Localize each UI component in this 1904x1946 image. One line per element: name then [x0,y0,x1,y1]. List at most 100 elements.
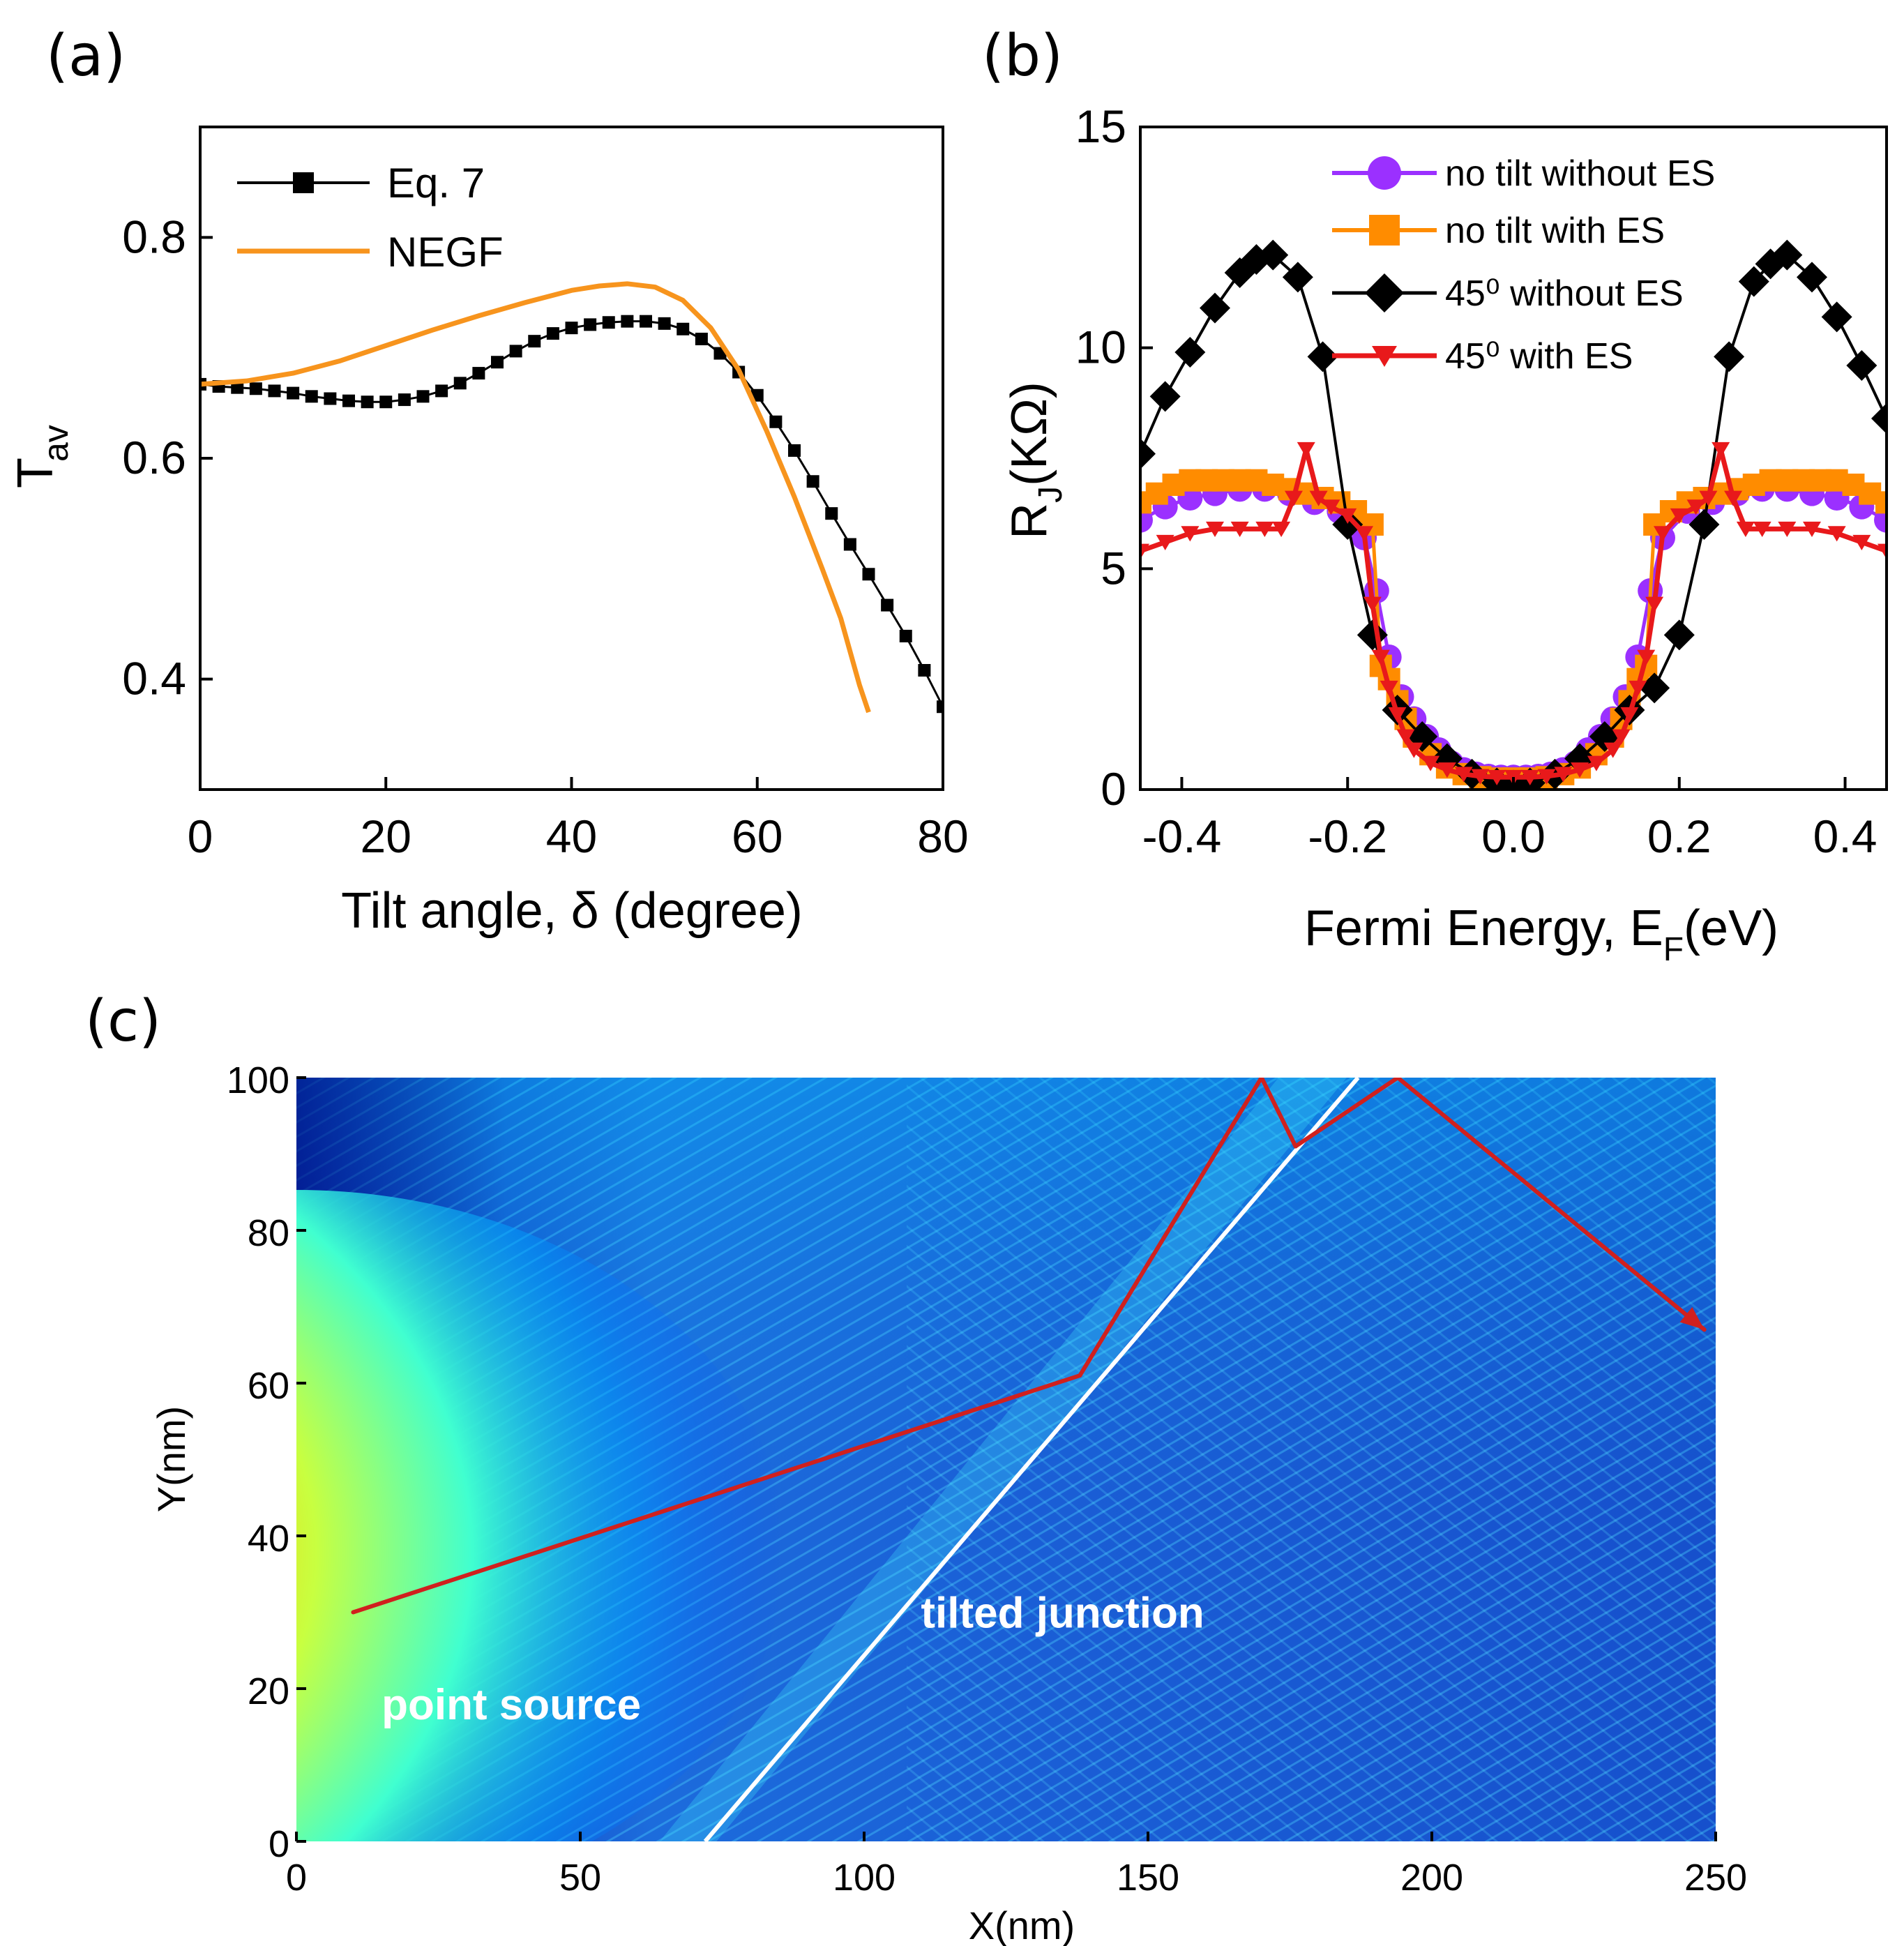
ray-arrowhead [1679,1306,1705,1330]
x-tick-label: 50 [559,1857,601,1899]
panel-b-letter: (b) [982,23,1063,89]
data-point [602,316,615,329]
data-point [1714,341,1745,372]
y-tick-label: 60 [248,1365,289,1407]
data-point [1639,672,1670,704]
data-point [1663,619,1695,651]
data-point [1200,292,1230,324]
data-point [1338,508,1357,525]
data-point [1520,769,1539,785]
data-point [1753,521,1771,538]
panel-a-frame [199,126,944,791]
data-point [1738,266,1769,297]
data-point [1603,742,1622,758]
data-point [1363,596,1382,612]
x-tick-label: 0.2 [1647,810,1712,862]
y-tick-label: 5 [1101,542,1126,594]
data-point [1736,521,1755,538]
panel-a-x-ticks: 0 20 40 60 80 [188,777,969,862]
data-point [1371,649,1390,665]
legend-marker-no-tilt-without-es [1368,156,1401,190]
data-point [1699,490,1718,506]
data-point [1284,490,1303,506]
legend-label-negf: NEGF [387,229,504,276]
data-point [640,315,652,328]
x-tick-label: 60 [732,810,783,862]
data-point [1875,491,1887,514]
panel-c-letter: (c) [85,988,161,1055]
data-point [584,318,597,331]
x-tick-label: 250 [1684,1857,1747,1899]
data-point [1827,526,1846,542]
data-point [1297,442,1315,458]
heatmap-image [296,1078,1716,1841]
legend-label-eq7: Eq. 7 [387,160,485,206]
panel-c-annotations: point source tilted junction [381,1589,1204,1728]
panel-c-y-ticks: 0 20 40 60 80 100 [227,1059,306,1865]
series-line-2 [1140,253,1887,787]
data-point [1388,707,1407,723]
data-point [453,377,467,390]
x-tick-label: 150 [1117,1857,1179,1899]
data-point [937,700,943,714]
data-point [342,394,355,407]
y-tick-label: 0.6 [122,432,186,483]
data-point [491,356,504,369]
data-point [881,598,894,612]
y-tick-label: 0 [269,1823,289,1865]
legend-marker-no-tilt-with-es [1369,215,1400,246]
data-point [268,384,281,398]
panel-c-x-ticks: 0 50 100 150 200 250 [286,1832,1747,1899]
data-point [1877,543,1887,559]
data-point [1688,509,1720,540]
panel-b-y-label-tail: (KΩ) [1002,382,1057,486]
panel-b-y-ticks: 0 5 10 15 [1075,100,1153,815]
x-tick-label: 40 [546,810,597,862]
svg-text:RJ(KΩ): RJ(KΩ) [1002,382,1069,539]
data-point [1140,507,1153,533]
legend-marker-45-without-es [1365,273,1404,312]
data-point [788,444,801,457]
ray-vertex [1078,1373,1082,1378]
ray-path-points [351,1078,1707,1615]
data-point [918,664,931,677]
panel-a-x-label: Tilt angle, δ (degree) [341,883,803,939]
data-point [1797,262,1827,293]
data-point [1637,649,1656,665]
data-point [1821,301,1852,333]
data-point [1149,381,1181,412]
panel-a-y-label: T av [8,425,75,488]
data-point [1405,742,1423,758]
data-point [1620,707,1639,723]
data-point [1874,507,1887,533]
data-point [1587,755,1605,771]
data-point [435,384,448,398]
panel-b-legend: no tilt without ES no tilt with ES 45⁰ w… [1332,153,1715,377]
y-tick-label: 40 [248,1518,289,1560]
y-tick-label: 10 [1075,322,1126,373]
panel-c: (c) point source tilted junction 0 50 100 15… [85,988,1747,1946]
panel-a-y-label-main: T [8,458,63,488]
x-tick-label: -0.4 [1142,810,1222,862]
legend-label-45-with-es: 45⁰ with ES [1445,336,1633,377]
data-point [361,395,374,409]
data-point [1156,534,1174,551]
panel-b: (b) -0.4 -0.2 0.0 0.2 0.4 0 5 10 15 Fermi Energ… [982,23,1888,968]
data-point [1140,438,1156,469]
data-point [528,335,541,348]
data-point [1272,521,1291,538]
data-point [1852,534,1871,551]
data-point [1471,769,1490,785]
data-point [324,392,337,405]
panel-a-y-ticks: 0.4 0.6 0.8 [122,211,213,704]
y-tick-label: 100 [227,1059,289,1101]
data-point [398,393,411,407]
legend-label-no-tilt-with-es: no tilt with ES [1445,211,1665,251]
data-point [416,390,430,403]
data-point [1140,543,1149,559]
panel-c-x-label: X(nm) [969,1903,1075,1946]
data-point [1846,350,1877,381]
data-point [1612,729,1631,745]
ray-vertex [1702,1327,1707,1332]
data-point [843,538,856,551]
